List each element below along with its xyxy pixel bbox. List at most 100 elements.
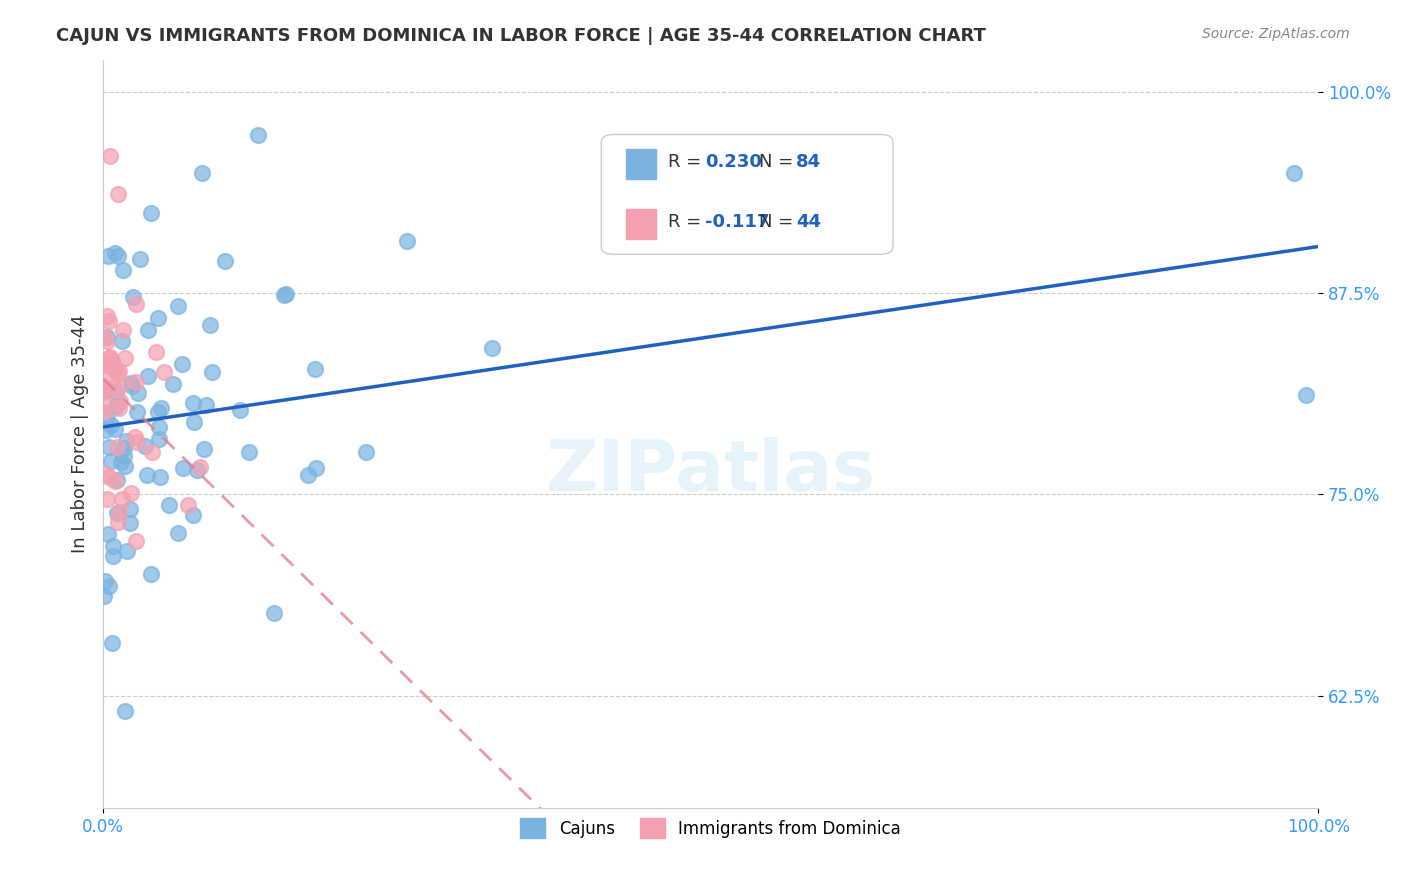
Point xyxy=(120,485,142,500)
Point xyxy=(274,287,297,301)
Point xyxy=(229,403,252,417)
Point xyxy=(193,442,215,456)
Point xyxy=(149,469,172,483)
Point xyxy=(162,377,184,392)
Point xyxy=(98,579,121,593)
Point xyxy=(114,704,136,718)
Point xyxy=(112,441,135,455)
Point xyxy=(149,401,172,416)
Point xyxy=(148,419,170,434)
Point xyxy=(98,470,121,484)
Point xyxy=(97,527,120,541)
Point xyxy=(145,345,167,359)
Point xyxy=(141,445,163,459)
Point xyxy=(112,450,135,464)
Point xyxy=(127,405,149,419)
Point xyxy=(238,445,260,459)
Point xyxy=(166,525,188,540)
Point xyxy=(157,499,180,513)
Point xyxy=(114,351,136,365)
Point xyxy=(134,440,156,454)
Point xyxy=(103,540,125,554)
FancyBboxPatch shape xyxy=(602,135,893,254)
Point xyxy=(125,434,148,449)
Text: -0.117: -0.117 xyxy=(704,213,769,231)
Point xyxy=(93,382,115,396)
Point xyxy=(305,460,328,475)
Point xyxy=(200,318,222,332)
Text: 0.230: 0.230 xyxy=(704,153,762,171)
Point xyxy=(100,417,122,432)
Point xyxy=(107,401,129,415)
Text: R =: R = xyxy=(668,213,707,231)
Point xyxy=(104,363,127,377)
Point xyxy=(136,468,159,483)
Point xyxy=(190,165,212,179)
Point xyxy=(103,381,125,395)
Point xyxy=(172,461,194,475)
Point xyxy=(273,288,295,302)
Point xyxy=(120,501,142,516)
Point xyxy=(114,459,136,474)
Point xyxy=(167,299,190,313)
Point xyxy=(356,445,378,459)
Point xyxy=(103,549,125,564)
Point xyxy=(127,386,149,401)
Point xyxy=(93,379,115,393)
Point xyxy=(177,498,200,512)
Point xyxy=(105,384,128,399)
Point xyxy=(105,440,128,454)
Point xyxy=(108,505,131,519)
Point xyxy=(97,314,120,328)
Point xyxy=(111,492,134,507)
Point xyxy=(107,187,129,202)
Bar xyxy=(626,150,657,179)
Point xyxy=(172,357,194,371)
Text: 44: 44 xyxy=(796,213,821,231)
Point xyxy=(94,368,117,383)
Point xyxy=(139,566,162,581)
Point xyxy=(96,491,118,506)
Point xyxy=(125,534,148,549)
Point xyxy=(93,330,115,344)
Point xyxy=(120,376,142,391)
Point xyxy=(118,516,141,530)
Point xyxy=(104,246,127,260)
Point xyxy=(112,323,135,337)
Point xyxy=(1282,165,1305,179)
Point xyxy=(107,364,129,378)
Point xyxy=(97,249,120,263)
Point xyxy=(101,636,124,650)
Point xyxy=(146,311,169,326)
Point xyxy=(263,607,285,621)
Point xyxy=(101,353,124,368)
Point xyxy=(107,249,129,263)
Point xyxy=(96,330,118,344)
Text: N =: N = xyxy=(759,153,799,171)
Point xyxy=(247,128,270,142)
Point xyxy=(114,434,136,448)
Point xyxy=(125,297,148,311)
Point xyxy=(94,467,117,482)
Point xyxy=(96,355,118,369)
Point xyxy=(104,399,127,413)
Point xyxy=(186,463,208,477)
Point xyxy=(125,375,148,389)
Point xyxy=(105,473,128,487)
Point xyxy=(104,475,127,489)
Point xyxy=(181,508,204,522)
Point xyxy=(104,422,127,436)
Point xyxy=(110,454,132,468)
Point xyxy=(100,350,122,364)
Point xyxy=(112,262,135,277)
Text: Source: ZipAtlas.com: Source: ZipAtlas.com xyxy=(1202,27,1350,41)
Point xyxy=(183,415,205,429)
Legend: Cajuns, Immigrants from Dominica: Cajuns, Immigrants from Dominica xyxy=(513,812,908,845)
Point xyxy=(107,516,129,530)
Point xyxy=(115,544,138,558)
Point xyxy=(96,409,118,423)
Point xyxy=(97,355,120,369)
Point xyxy=(94,574,117,589)
Point xyxy=(100,454,122,468)
Point xyxy=(304,362,326,376)
